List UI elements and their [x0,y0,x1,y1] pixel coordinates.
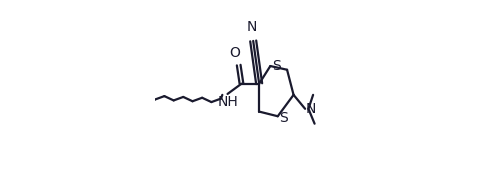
Text: NH: NH [218,95,238,109]
Text: N: N [247,20,257,34]
Text: N: N [306,102,316,116]
Text: O: O [229,46,240,60]
Text: S: S [279,111,288,126]
Text: S: S [272,59,281,73]
